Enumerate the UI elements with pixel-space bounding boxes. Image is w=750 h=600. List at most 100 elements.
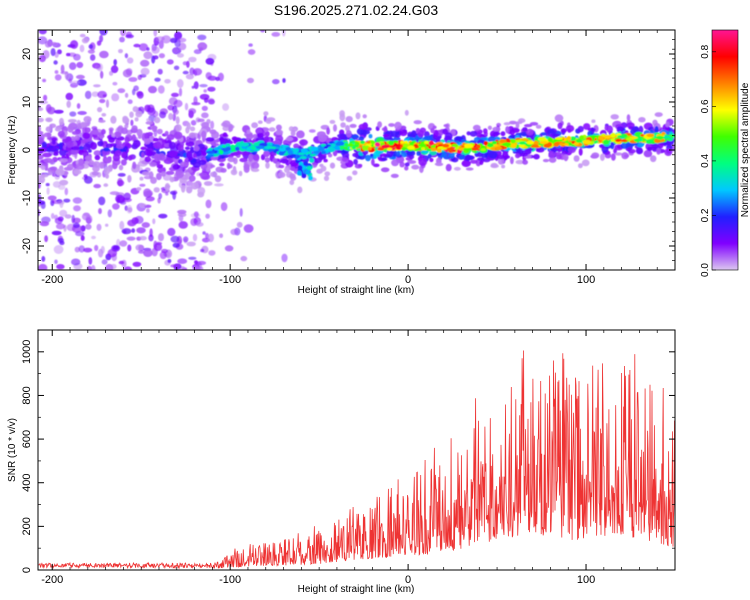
spectrogram-cell	[131, 228, 136, 233]
colorbar-label: Normalized spectral amplitude	[740, 82, 750, 217]
spectrogram-cell	[207, 154, 215, 158]
spectrogram-cell	[73, 205, 81, 212]
spectrogram-cell	[168, 113, 174, 120]
spectrogram-cell	[390, 173, 399, 178]
spectrogram-cell	[67, 124, 74, 133]
spectrogram-cell	[93, 183, 101, 189]
spectrogram-cell	[610, 142, 615, 150]
spectrogram-cell	[191, 85, 195, 89]
spectrogram-cell	[154, 116, 161, 124]
spectrogram-cell	[129, 111, 134, 118]
spectrogram-cell	[219, 233, 224, 238]
spectrogram-cell	[247, 77, 254, 84]
spectrogram-cell	[139, 176, 144, 181]
spectrogram-cell	[265, 162, 270, 169]
spectrogram-cell	[150, 176, 157, 184]
spectrogram-cell	[156, 150, 160, 155]
spectrogram-cell	[127, 57, 134, 64]
spectrogram-cell	[451, 143, 459, 148]
spectrogram-cell	[171, 92, 179, 98]
spectrogram-cell	[38, 180, 44, 184]
spectrogram-cell	[72, 197, 83, 204]
spectrogram-cell	[267, 146, 273, 149]
spectrogram-cell	[174, 31, 183, 40]
spectrogram-cell	[470, 159, 478, 164]
spectrogram-cell	[380, 157, 388, 162]
spectrogram-cell	[172, 113, 177, 122]
spectrogram-cell	[303, 161, 309, 167]
spectrogram-cell	[135, 244, 144, 251]
spectrogram-cell	[578, 148, 583, 156]
spectrogram-cell	[110, 65, 119, 74]
spectrogram-cell	[360, 140, 365, 145]
spectrogram-cell	[66, 100, 71, 108]
spectrogram-cell	[358, 136, 365, 141]
spectrogram-cell	[45, 183, 50, 187]
y-tick-label: 0	[21, 147, 33, 153]
spectrogram-cell	[333, 124, 337, 132]
spectrogram-cell	[59, 209, 68, 217]
spectrogram-cell	[666, 148, 672, 154]
spectrogram-cell	[665, 121, 670, 128]
spectrogram-cell	[487, 125, 492, 130]
spectrogram-cell	[362, 114, 367, 119]
spectrogram-cell	[164, 130, 169, 136]
spectrogram-cell	[199, 266, 204, 270]
spectrogram-cell	[497, 157, 505, 165]
spectrogram-cell	[472, 124, 481, 131]
spectrogram-cell	[259, 142, 267, 147]
spectrogram-cell	[201, 105, 208, 111]
x-tick-label: 0	[405, 574, 411, 586]
spectrogram-cell	[626, 137, 633, 141]
spectrogram-cell	[53, 60, 58, 65]
spectrogram-cell	[225, 146, 232, 151]
spectrogram-cell	[186, 139, 190, 143]
spectrogram-cell	[453, 136, 462, 143]
spectrogram-cell	[173, 131, 183, 140]
spectrogram-cell	[202, 231, 206, 235]
spectrogram-cell	[358, 163, 363, 168]
spectrogram-cell	[161, 35, 171, 44]
spectrogram-cell	[120, 201, 127, 205]
spectrogram-cell	[213, 139, 220, 143]
spectrogram-cell	[132, 88, 136, 96]
spectrogram-cell	[351, 146, 357, 150]
y-tick-label: 600	[21, 430, 33, 448]
spectrogram-cell	[166, 59, 174, 65]
spectrogram-cell	[479, 160, 484, 165]
spectrogram-cell	[119, 220, 125, 230]
spectrogram-cell	[366, 140, 372, 144]
spectrogram-cell	[38, 107, 44, 112]
spectrogram-cell	[365, 127, 372, 131]
spectrogram-cell	[404, 140, 409, 144]
spectrogram-cell	[297, 186, 303, 194]
spectrogram-cell	[548, 153, 555, 158]
spectrogram-cell	[103, 147, 110, 152]
spectrogram-cell	[68, 78, 73, 84]
spectrogram-cell	[126, 236, 136, 241]
spectrogram-cell	[54, 217, 63, 225]
spectrogram-cell	[190, 120, 197, 126]
spectrogram-cell	[463, 147, 472, 151]
spectrogram-cell	[224, 245, 234, 252]
spectrogram-cell	[520, 138, 529, 141]
spectrogram-cell	[423, 135, 433, 141]
spectrogram-cell	[205, 213, 210, 219]
spectrogram-cell	[205, 57, 215, 65]
spectrogram-cell	[167, 104, 174, 111]
spectrogram-cell	[46, 132, 52, 138]
spectrogram-cell	[175, 116, 180, 125]
spectrogram-cell	[156, 172, 162, 181]
spectrogram-cell	[201, 151, 207, 156]
spectrogram-cell	[109, 191, 120, 196]
spectrogram-cell	[263, 136, 270, 142]
spectrogram-cell	[124, 124, 129, 129]
spectrogram-cell	[190, 182, 199, 190]
spectrogram-cell	[518, 118, 526, 123]
spectrogram-cell	[165, 170, 175, 175]
spectrogram-cell	[252, 134, 258, 139]
spectrogram-cell	[511, 127, 520, 133]
spectrogram-cell	[434, 162, 442, 166]
spectrogram-cell	[53, 109, 64, 114]
spectrogram-cell	[537, 136, 547, 142]
